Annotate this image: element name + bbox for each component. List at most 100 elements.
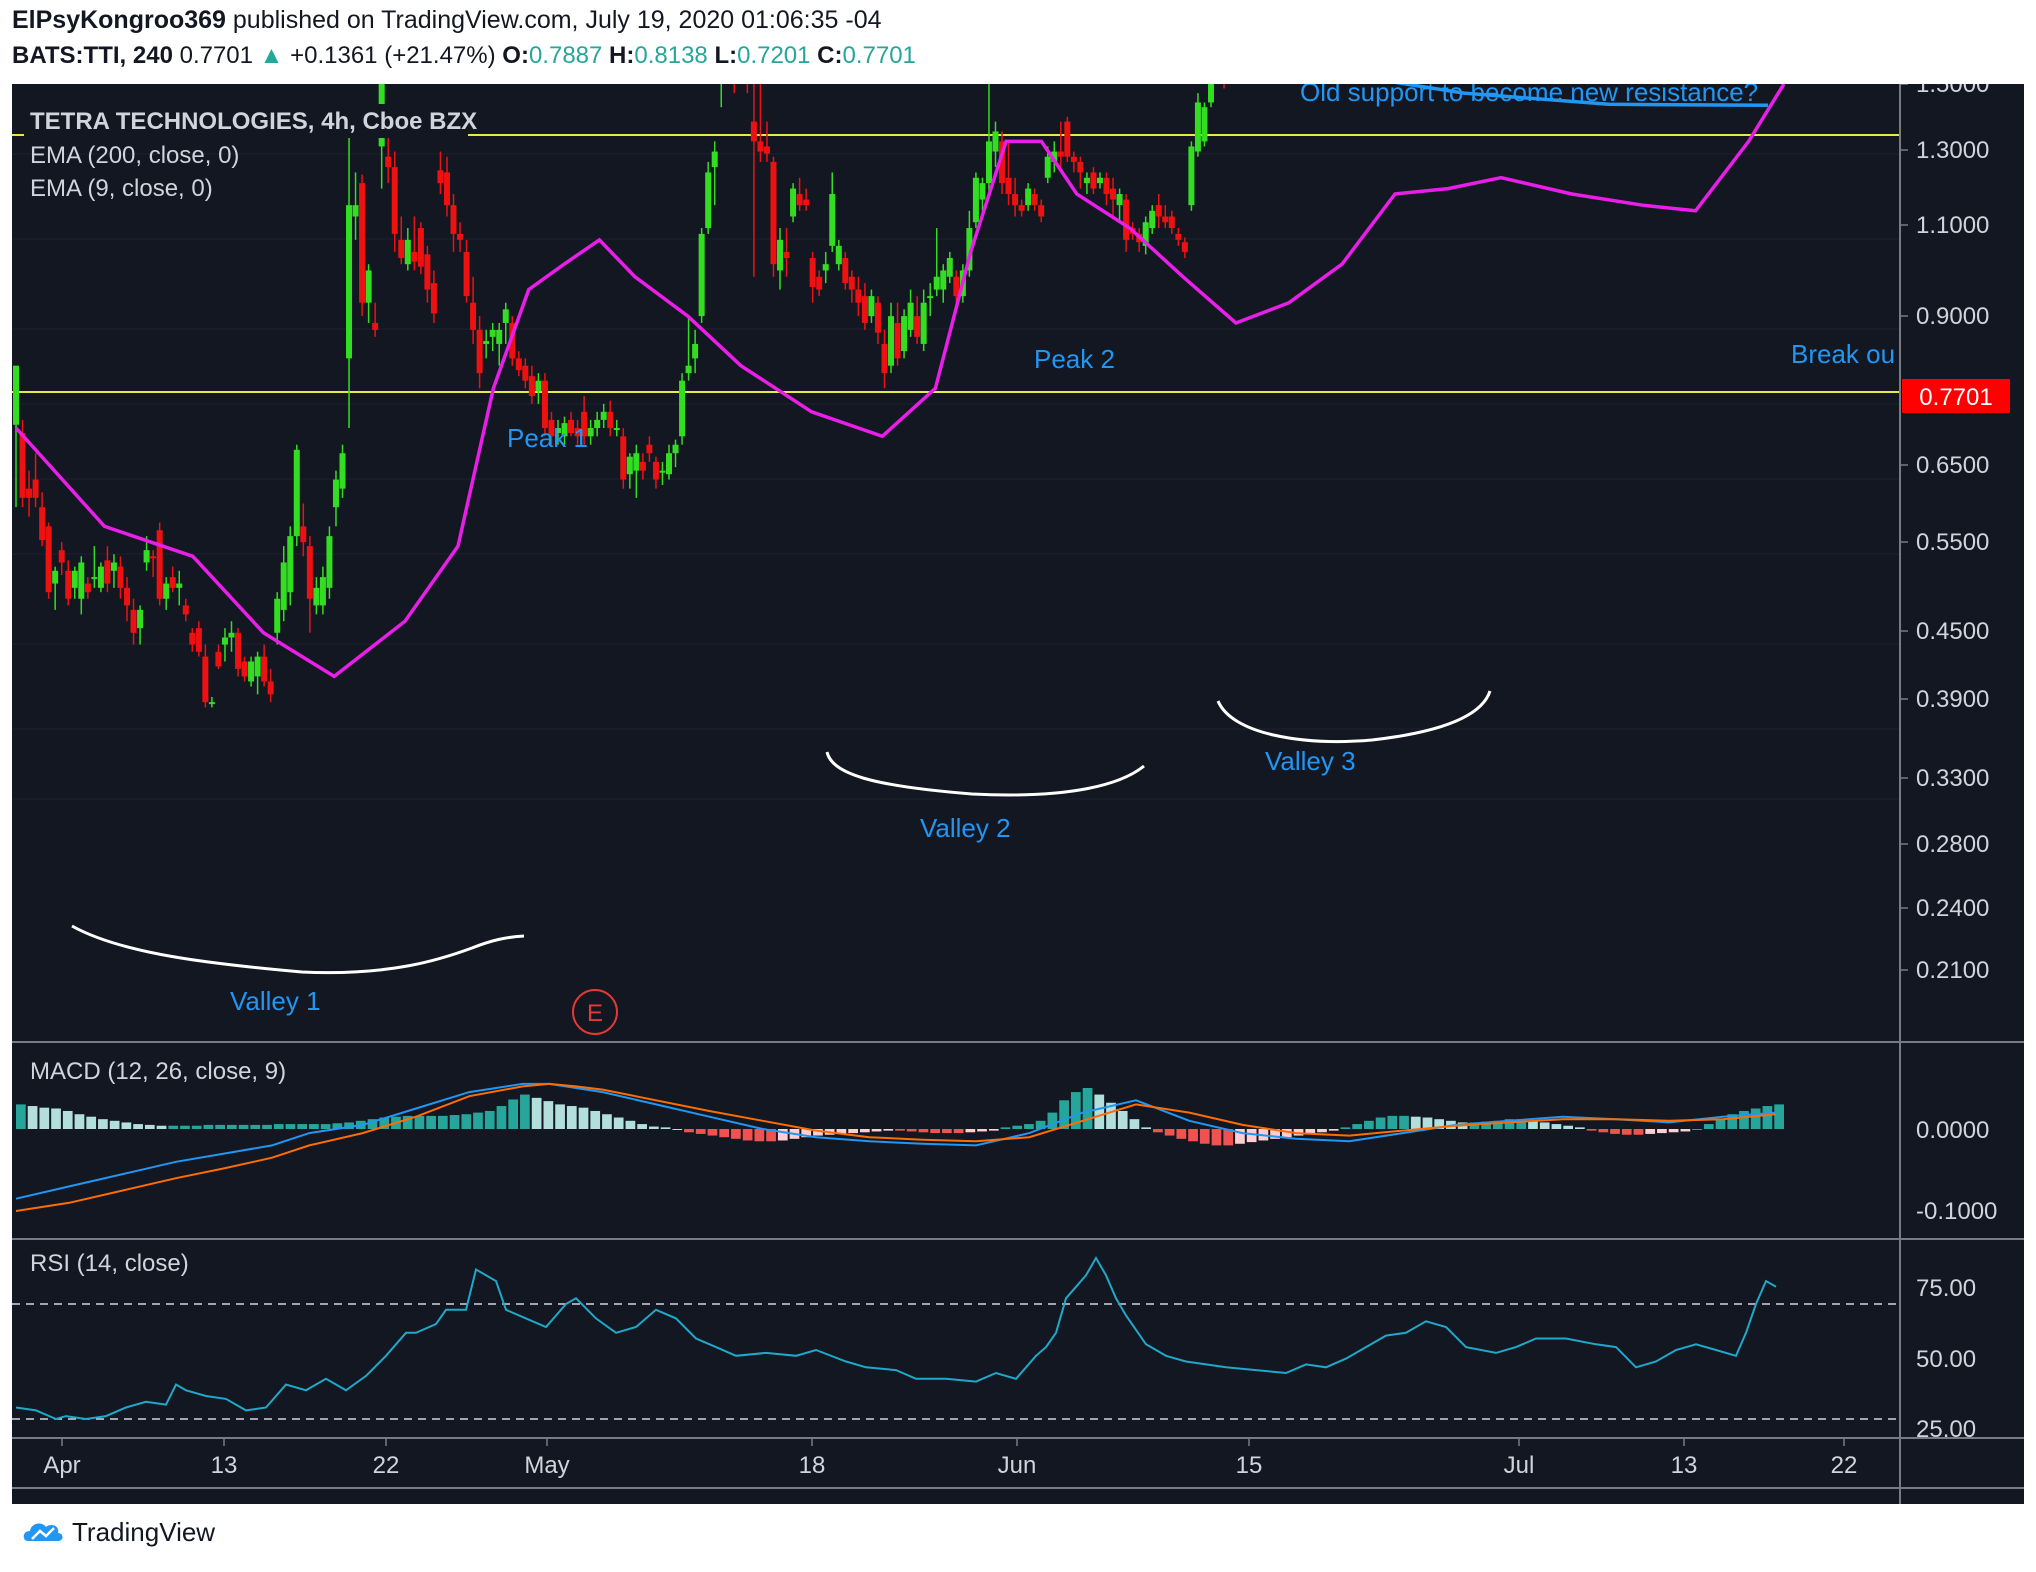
candle-body: [502, 309, 509, 323]
macd-bar: [1235, 1129, 1245, 1144]
candle-body: [339, 453, 346, 489]
macd-bar: [742, 1129, 753, 1141]
candle-body: [1168, 216, 1175, 229]
macd-bar: [402, 1115, 413, 1129]
candle-body: [326, 536, 333, 588]
up-arrow-icon: ▲: [259, 42, 284, 69]
time-axis[interactable]: Apr 13 22 May 18 Jun 15 Jul 13 22: [43, 1438, 1857, 1479]
candle-body: [881, 343, 888, 374]
legend-rsi[interactable]: RSI (14, close): [30, 1250, 189, 1277]
macd-bar: [648, 1126, 659, 1129]
macd-bar: [1281, 1129, 1292, 1138]
macd-bar: [1059, 1100, 1069, 1129]
candles: [13, 84, 1225, 708]
annotation-top-note[interactable]: Old support to become new resistance?: [1300, 84, 1758, 107]
macd-bar: [520, 1094, 530, 1129]
candle-body: [248, 661, 255, 682]
candle-body: [574, 428, 581, 437]
chart-canvas[interactable]: Old support to become new resistance? Pe…: [12, 84, 2024, 1504]
candle-body: [522, 365, 529, 381]
price-axis[interactable]: 1.5000 1.3000 1.1000 0.9000 0.6500 0.5500 0.45…: [1900, 84, 1989, 984]
macd-bar: [1117, 1110, 1128, 1129]
macd-bar: [1199, 1129, 1210, 1144]
candle-body: [13, 365, 19, 425]
macd-bar: [62, 1110, 73, 1129]
macd-bar: [836, 1129, 847, 1134]
candle-body: [391, 167, 398, 234]
annotation-valley3[interactable]: Valley 3: [1265, 746, 1356, 776]
candle-body: [835, 245, 842, 265]
macd-bar: [1070, 1092, 1081, 1129]
candle-body: [137, 609, 144, 629]
candle-body: [1149, 210, 1156, 229]
earnings-marker[interactable]: E: [572, 989, 618, 1035]
annotation-peak1[interactable]: Peak 1: [507, 423, 588, 453]
candle-body: [346, 205, 353, 359]
macd-bar: [1129, 1119, 1140, 1129]
candle-body: [150, 556, 157, 559]
candle-body: [1194, 102, 1201, 152]
macd-bar: [531, 1097, 542, 1129]
candle-body: [901, 316, 908, 352]
candle-body: [1064, 121, 1071, 157]
macd-bar: [777, 1129, 788, 1141]
annotation-breakout[interactable]: Break ou: [1791, 339, 1895, 369]
macd-bar: [98, 1119, 108, 1129]
candle-body: [1012, 194, 1019, 206]
macd-bar: [871, 1129, 882, 1132]
candle-body: [822, 264, 829, 271]
candle-body: [143, 550, 150, 563]
macd-bar: [449, 1115, 460, 1129]
candle-body: [626, 456, 633, 475]
candle-body: [58, 550, 65, 563]
macd-bar: [1000, 1127, 1011, 1129]
footer-branding[interactable]: TradingView: [22, 1517, 215, 1548]
annotation-peak2[interactable]: Peak 2: [1034, 344, 1115, 374]
macd-axis[interactable]: 0.0000 -0.1000: [1916, 1117, 1997, 1225]
low-value: 0.7201: [737, 42, 811, 69]
macd-bar: [1399, 1115, 1409, 1129]
macd-bar: [1563, 1125, 1574, 1129]
macd-bar: [590, 1110, 601, 1129]
author-name[interactable]: ElPsyKongroo369: [12, 6, 226, 34]
candle-body: [443, 172, 450, 206]
macd-bar: [1153, 1129, 1163, 1133]
macd-bar: [1223, 1129, 1234, 1146]
legend-macd[interactable]: MACD (12, 26, close, 9): [30, 1058, 286, 1085]
annotation-valley1[interactable]: Valley 1: [230, 986, 321, 1016]
rsi-tick-label: 50.00: [1916, 1346, 1976, 1373]
legend-ema200[interactable]: EMA (200, close, 0): [30, 142, 239, 169]
price-tick-label: 0.6500: [1916, 452, 1989, 479]
macd-bar: [848, 1129, 858, 1134]
candle-body: [332, 479, 339, 508]
macd-bar: [1024, 1124, 1034, 1129]
candle-body: [659, 470, 666, 473]
close-label: C:: [817, 42, 843, 69]
last-price-tag[interactable]: 0.7701: [1902, 379, 2010, 413]
candle-body: [470, 302, 477, 330]
legend-title: TETRA TECHNOLOGIES, 4h, Cboe BZX: [30, 108, 477, 135]
candle-body: [254, 656, 261, 677]
macd-bar: [344, 1122, 354, 1129]
macd-bar: [1504, 1119, 1515, 1129]
candle-body: [176, 583, 183, 588]
candle-body: [541, 380, 548, 429]
macd-bar: [1715, 1119, 1726, 1129]
rsi-axis[interactable]: 75.00 50.00 25.00: [1916, 1275, 1976, 1443]
time-tick-label: Apr: [43, 1452, 80, 1479]
macd-bar: [918, 1129, 929, 1133]
legend-ema9[interactable]: EMA (9, close, 0): [30, 175, 213, 202]
time-tick-label: May: [524, 1452, 569, 1479]
candle-body: [189, 632, 196, 645]
candle-body: [1188, 146, 1195, 206]
annotation-valley2[interactable]: Valley 2: [920, 813, 1011, 843]
macd-bar: [156, 1125, 167, 1129]
candle-body: [874, 302, 881, 333]
macd-bar: [226, 1124, 237, 1129]
candle-body: [319, 577, 326, 606]
macd-bar: [1586, 1129, 1597, 1131]
macd-bar: [906, 1129, 917, 1132]
macd-bar: [1340, 1127, 1351, 1129]
tradingview-logo-icon: [23, 1523, 63, 1541]
macd-bar: [1762, 1106, 1773, 1129]
